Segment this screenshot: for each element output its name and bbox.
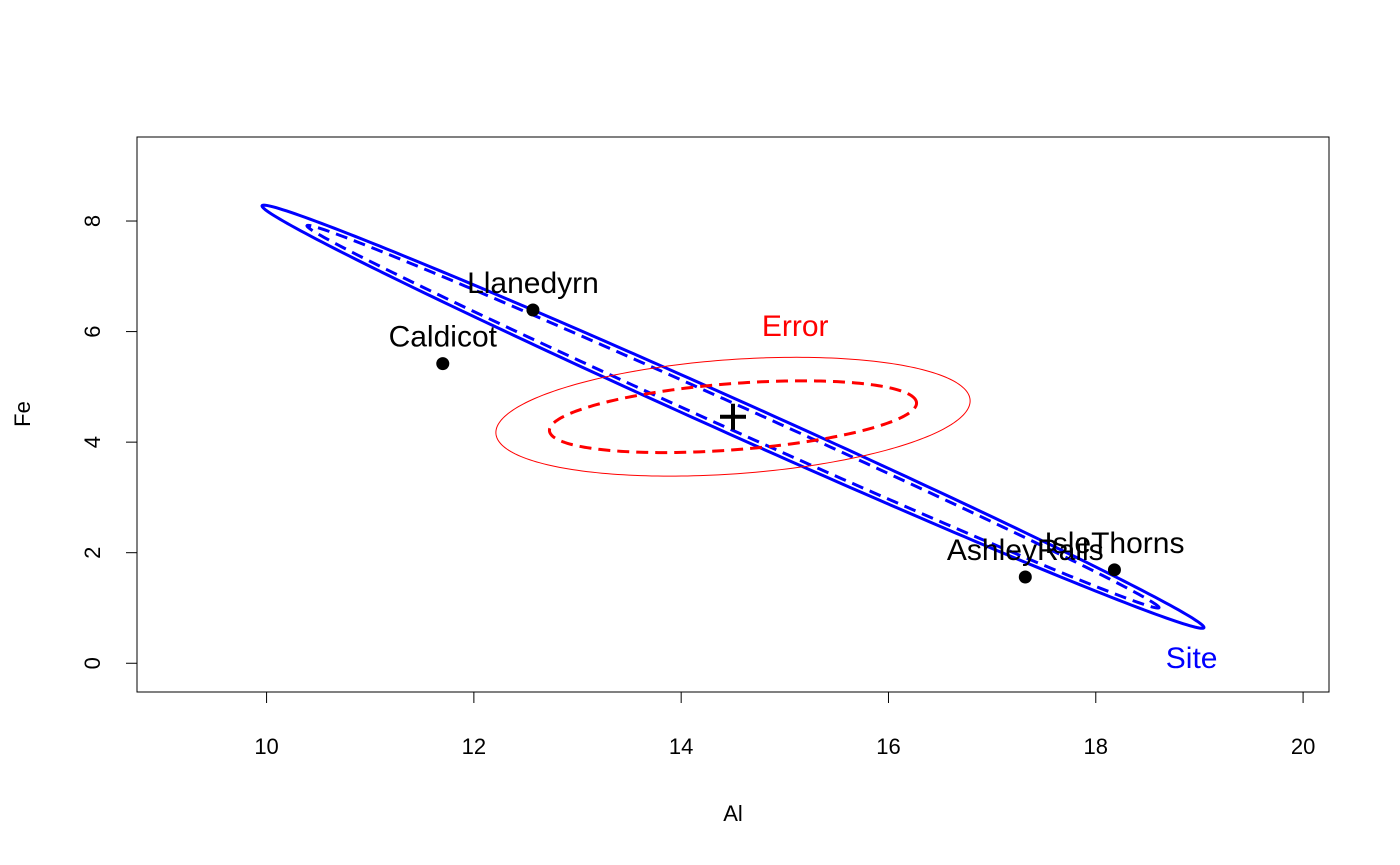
x-tick-label: 10 [254, 734, 278, 759]
y-tick-label: 0 [80, 657, 105, 669]
y-tick-label: 4 [80, 436, 105, 448]
x-axis-title: Al [723, 801, 743, 826]
x-axis: 10 12 14 16 18 20 [254, 691, 1315, 759]
data-point [436, 357, 450, 371]
grand-mean-marker [720, 403, 746, 430]
data-point [1107, 563, 1121, 577]
ellipses: Site Error [260, 203, 1218, 675]
point-label: IsleThorns [1044, 527, 1184, 560]
y-tick-label: 2 [80, 547, 105, 559]
x-tick-label: 16 [876, 734, 900, 759]
x-tick-label: 18 [1084, 734, 1108, 759]
site-ellipse-label: Site [1166, 642, 1218, 675]
x-tick-label: 20 [1291, 734, 1315, 759]
error-ellipse-label: Error [762, 310, 829, 343]
point-label: Llanedyrn [467, 267, 599, 300]
y-tick-label: 8 [80, 215, 105, 227]
data-point [526, 303, 540, 317]
inner-ellipse-dashed [305, 223, 1161, 610]
point-label: Caldicot [389, 321, 498, 354]
point-label: AshleyRails [947, 534, 1104, 567]
error-ellipse-solid [495, 356, 971, 477]
x-tick-label: 14 [669, 734, 693, 759]
y-axis-title: Fe [10, 401, 35, 427]
y-axis: 0 2 4 6 8 [80, 215, 138, 669]
site-ellipse-solid [260, 203, 1206, 630]
inner-ellipse-dashed [547, 379, 919, 455]
data-point [1018, 570, 1032, 584]
y-tick-label: 6 [80, 325, 105, 337]
x-tick-label: 12 [462, 734, 486, 759]
